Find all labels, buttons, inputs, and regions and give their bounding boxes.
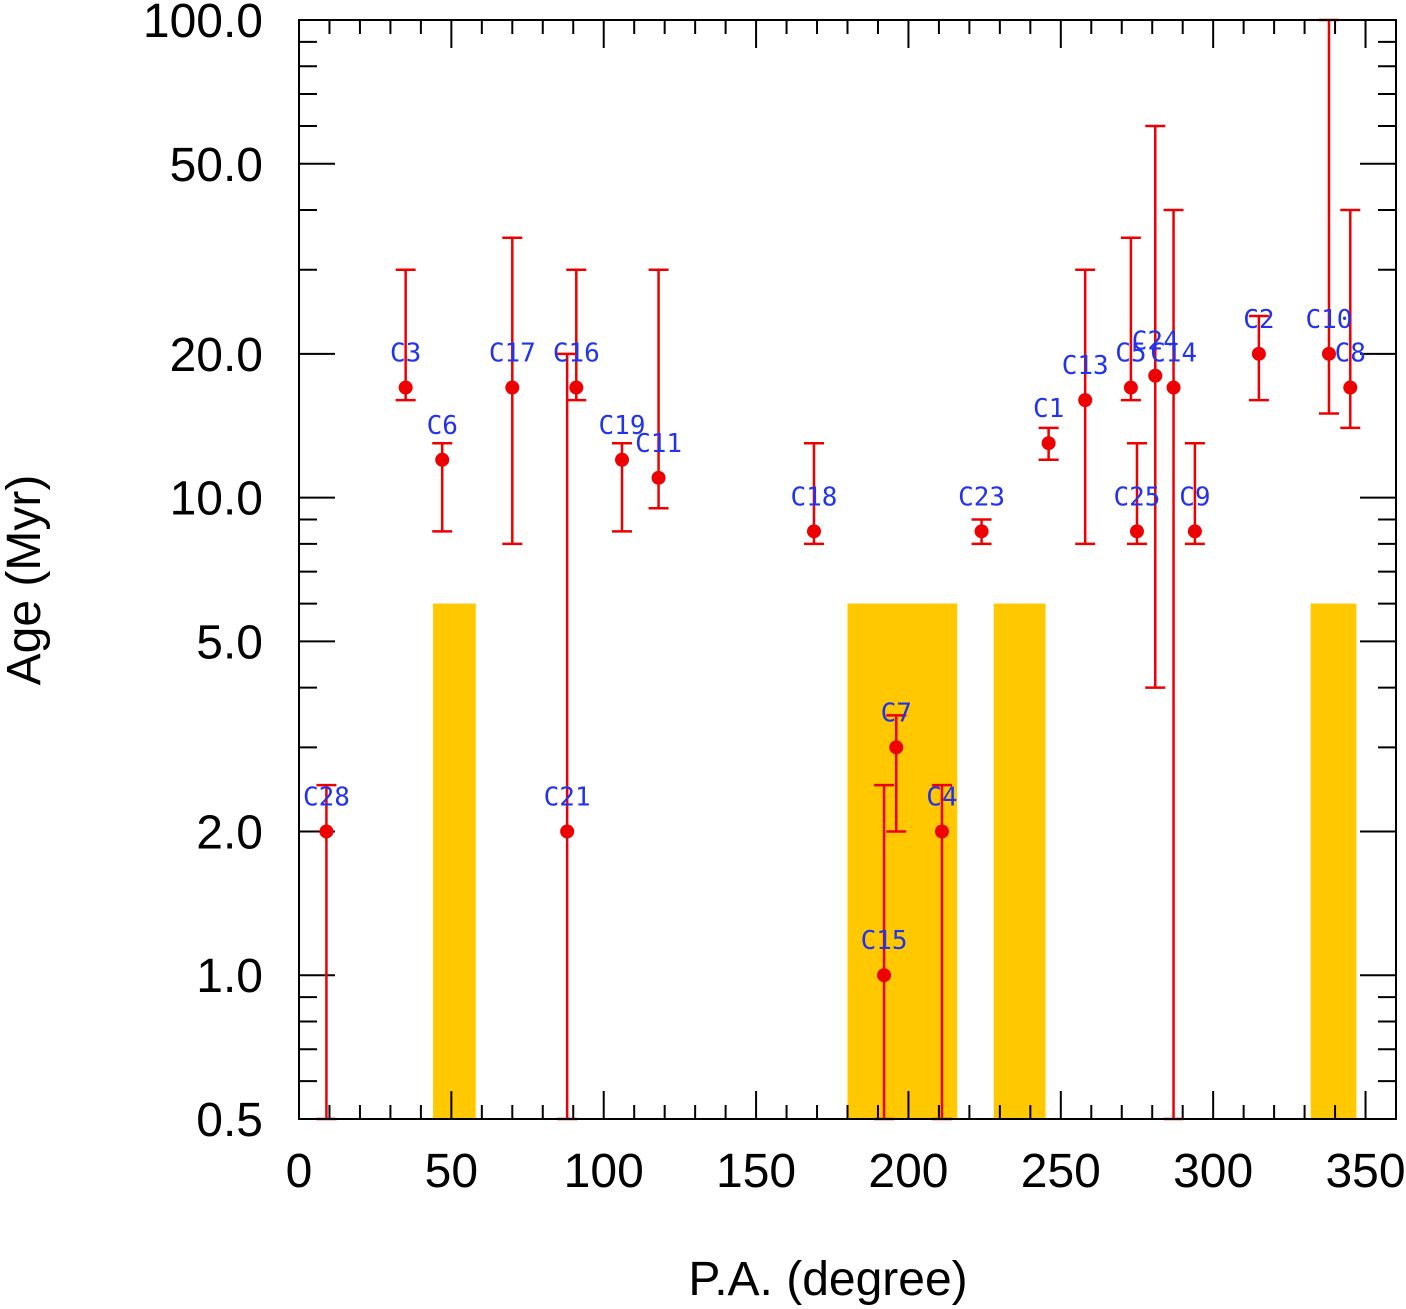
point-label: C16 xyxy=(553,339,600,369)
data-point xyxy=(398,380,413,395)
point-label: C7 xyxy=(881,698,912,728)
point-label: C1 xyxy=(1033,394,1064,424)
y-tick-label: 0.5 xyxy=(196,1094,263,1147)
highlight-bands xyxy=(433,603,1357,1119)
y-tick-label: 10.0 xyxy=(170,473,263,526)
point-label: C13 xyxy=(1062,351,1109,381)
data-point xyxy=(1041,436,1056,451)
plot-frame xyxy=(298,19,1397,1120)
data-point xyxy=(1078,393,1093,408)
point-label: C15 xyxy=(861,926,908,956)
highlight-band xyxy=(1310,603,1357,1119)
x-tick-label: 50 xyxy=(425,1145,478,1198)
y-tick-label: 100.0 xyxy=(143,0,263,48)
y-tick-label: 20.0 xyxy=(170,329,263,382)
x-tick-label: 350 xyxy=(1325,1145,1405,1198)
x-axis-title: P.A. (degree) xyxy=(688,1253,967,1306)
data-point xyxy=(319,824,334,839)
error-bars xyxy=(316,18,1361,1121)
y-tick-label: 1.0 xyxy=(196,950,263,1003)
highlight-band xyxy=(433,603,476,1119)
point-label: C9 xyxy=(1179,482,1210,512)
data-point xyxy=(1251,346,1266,361)
point-label: C21 xyxy=(544,782,591,812)
point-label: C19 xyxy=(599,411,646,441)
data-point xyxy=(615,452,630,467)
x-tick-label: 300 xyxy=(1173,1145,1253,1198)
data-point xyxy=(651,470,666,485)
data-point xyxy=(934,824,949,839)
highlight-band xyxy=(993,603,1046,1119)
data-point xyxy=(877,968,892,983)
data-point xyxy=(806,524,821,539)
x-tick-label: 100 xyxy=(564,1145,644,1198)
point-label: C3 xyxy=(390,339,421,369)
data-point xyxy=(1166,380,1181,395)
data-point xyxy=(1343,380,1358,395)
y-tick-label: 2.0 xyxy=(196,806,263,859)
x-tick-label: 150 xyxy=(716,1145,796,1198)
point-label: C23 xyxy=(958,482,1005,512)
data-point xyxy=(560,824,575,839)
data-point xyxy=(435,452,450,467)
data-point xyxy=(974,524,989,539)
point-label: C14 xyxy=(1150,339,1197,369)
point-label: C8 xyxy=(1335,339,1366,369)
point-label: C18 xyxy=(790,482,837,512)
point-label: C25 xyxy=(1114,482,1161,512)
y-axis-title: Age (Myr) xyxy=(0,475,51,686)
data-point xyxy=(1129,524,1144,539)
data-point xyxy=(1321,346,1336,361)
point-label: C4 xyxy=(926,782,957,812)
tick-labels: 0 50 100 150 200 250 300 350 0.5 1.0 2.0 5.0 10.0 20.… xyxy=(143,0,1406,1198)
x-tick-label: 0 xyxy=(286,1145,313,1198)
data-point xyxy=(889,740,904,755)
point-label: C24 xyxy=(1132,327,1179,357)
x-tick-label: 200 xyxy=(868,1145,948,1198)
data-point xyxy=(1123,380,1138,395)
point-label: C10 xyxy=(1305,305,1352,335)
x-tick-label: 250 xyxy=(1021,1145,1101,1198)
point-label: C6 xyxy=(427,411,458,441)
highlight-band xyxy=(847,603,958,1119)
point-label: C17 xyxy=(489,339,536,369)
y-tick-label: 5.0 xyxy=(196,616,263,669)
point-label: C28 xyxy=(303,782,350,812)
y-tick-label: 50.0 xyxy=(170,139,263,192)
data-point xyxy=(505,380,520,395)
point-label: C5 xyxy=(1115,339,1146,369)
point-label: C11 xyxy=(635,429,682,459)
point-label: C2 xyxy=(1243,305,1274,335)
data-point xyxy=(1187,524,1202,539)
data-points xyxy=(319,346,1358,983)
data-point xyxy=(569,380,584,395)
data-point xyxy=(1148,368,1163,383)
